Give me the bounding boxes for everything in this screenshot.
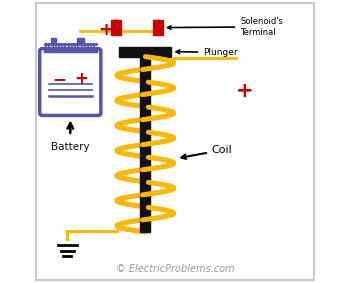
Text: Battery: Battery: [51, 142, 90, 151]
Text: Coil: Coil: [181, 145, 232, 159]
Bar: [111, 20, 120, 35]
Bar: [153, 20, 163, 35]
Text: −: −: [52, 70, 66, 88]
Text: +: +: [98, 21, 113, 39]
Bar: [140, 57, 150, 232]
Bar: [119, 47, 172, 57]
Text: Plunger: Plunger: [176, 48, 238, 57]
Bar: [51, 38, 56, 44]
Text: © ElectricProblems.com: © ElectricProblems.com: [116, 264, 234, 274]
Bar: [77, 38, 84, 44]
Text: +: +: [75, 70, 89, 88]
Text: +: +: [236, 81, 253, 100]
Text: Solenoid's
Terminal: Solenoid's Terminal: [168, 17, 283, 37]
FancyBboxPatch shape: [40, 49, 101, 115]
